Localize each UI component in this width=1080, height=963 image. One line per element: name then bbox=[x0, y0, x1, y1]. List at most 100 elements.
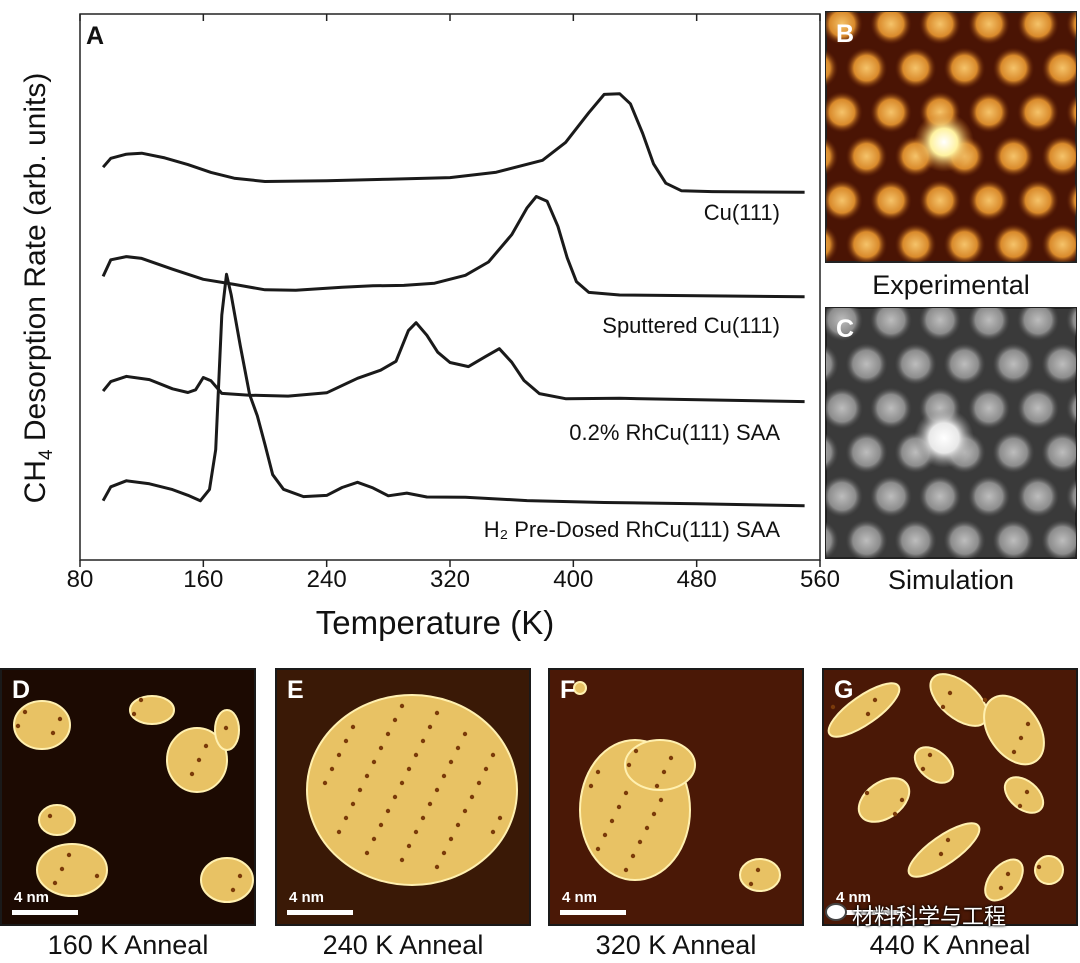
stm-vacancy bbox=[329, 766, 335, 772]
atom-spot bbox=[870, 179, 912, 222]
x-tick-label-1: 160 bbox=[183, 566, 224, 593]
stm-vacancy bbox=[1017, 803, 1023, 809]
stm-vacancy bbox=[920, 766, 926, 772]
stm-vacancy bbox=[138, 697, 144, 703]
atom-spot bbox=[826, 475, 863, 518]
stm-vacancy bbox=[595, 846, 601, 852]
stm-image-f: F 4 nm bbox=[548, 668, 804, 926]
stm-vacancy bbox=[420, 815, 426, 821]
atom-spot bbox=[944, 0, 986, 1]
caption-g: 440 K Anneal bbox=[869, 930, 1031, 960]
single-atom-spot bbox=[914, 408, 974, 468]
stm-vacancy bbox=[476, 780, 482, 786]
stm-vacancy bbox=[59, 866, 65, 872]
stm-vacancy bbox=[399, 780, 405, 786]
stm-island bbox=[913, 746, 955, 784]
stm-vacancy bbox=[371, 836, 377, 842]
atom-spot bbox=[845, 47, 888, 90]
series-label-sputtered: Sputtered Cu(111) bbox=[602, 313, 780, 338]
atom-spot bbox=[1017, 308, 1059, 341]
stm-vacancy bbox=[230, 887, 236, 893]
stm-vacancy bbox=[899, 797, 905, 803]
stm-vacancy bbox=[350, 801, 356, 807]
atom-spot bbox=[894, 47, 937, 90]
atom-spot bbox=[845, 343, 888, 386]
atom-spot bbox=[870, 12, 912, 45]
atom-spot bbox=[894, 519, 937, 558]
stm-island bbox=[200, 857, 254, 903]
atom-spot bbox=[1066, 308, 1076, 338]
y-axis-label-main: CH bbox=[19, 460, 52, 504]
series-label-rhcu-saa: 0.2% RhCu(111) SAA bbox=[569, 420, 780, 445]
stm-island bbox=[983, 694, 1045, 766]
stm-vacancy bbox=[223, 725, 229, 731]
stm-vacancy bbox=[637, 839, 643, 845]
stm-vacancy bbox=[1024, 789, 1030, 795]
stm-vacancy bbox=[588, 783, 594, 789]
stm-vacancy bbox=[595, 769, 601, 775]
atom-spot bbox=[1066, 182, 1076, 219]
atom-spot bbox=[826, 344, 839, 384]
scale-bar-label: 4 nm bbox=[289, 889, 325, 906]
scale-bar-label: 4 nm bbox=[14, 889, 50, 906]
stm-island bbox=[13, 700, 71, 750]
stm-vacancy bbox=[434, 864, 440, 870]
y-axis-label-rest: Desorption Rate (arb. units) bbox=[19, 72, 52, 450]
stm-vacancy bbox=[237, 873, 243, 879]
atom-spot bbox=[1042, 0, 1080, 1]
stm-vacancy bbox=[392, 717, 398, 723]
stm-island bbox=[624, 739, 696, 791]
stm-vacancy bbox=[371, 759, 377, 765]
panel-label-g: G bbox=[834, 676, 854, 704]
stm-island bbox=[38, 804, 76, 836]
stm-vacancy bbox=[864, 790, 870, 796]
stm-island bbox=[857, 777, 911, 823]
stm-vacancy bbox=[982, 697, 988, 703]
stm-vacancy bbox=[343, 815, 349, 821]
stm-vacancy bbox=[15, 723, 21, 729]
stm-vacancy bbox=[203, 743, 209, 749]
atom-spot bbox=[1041, 431, 1076, 474]
stm-vacancy bbox=[322, 780, 328, 786]
stm-vacancy bbox=[343, 738, 349, 744]
stm-vacancy bbox=[938, 851, 944, 857]
atom-spot bbox=[845, 431, 888, 474]
stm-vacancy bbox=[616, 804, 622, 810]
wechat-icon bbox=[825, 903, 847, 921]
atom-spot bbox=[943, 519, 986, 558]
atom-spot bbox=[919, 12, 961, 45]
atom-spot bbox=[772, 3, 814, 45]
atom-spot bbox=[992, 431, 1035, 474]
atom-spot bbox=[1066, 12, 1076, 42]
atom-spot bbox=[992, 47, 1035, 90]
stm-vacancy bbox=[998, 885, 1004, 891]
caption-simulation: Simulation bbox=[887, 565, 1015, 595]
atom-spot bbox=[1041, 519, 1076, 558]
y-axis-label: CH4 Desorption Rate (arb. units) bbox=[19, 53, 57, 523]
atom-spot bbox=[1017, 179, 1059, 222]
stm-vacancy bbox=[602, 832, 608, 838]
stm-vacancy bbox=[490, 752, 496, 758]
atom-spot bbox=[919, 308, 961, 341]
atom-spot bbox=[826, 12, 863, 45]
atom-spot bbox=[992, 343, 1035, 386]
stm-vacancy bbox=[336, 752, 342, 758]
x-tick-label-6: 560 bbox=[799, 566, 841, 593]
stm-vacancy bbox=[668, 755, 674, 761]
atom-spot bbox=[870, 91, 912, 134]
stm-vacancy bbox=[872, 697, 878, 703]
atom-spot bbox=[992, 135, 1035, 178]
atom-spot bbox=[845, 135, 888, 178]
x-tick-label-2: 240 bbox=[306, 566, 347, 593]
stm-vacancy bbox=[658, 797, 664, 803]
x-tick-label-3: 320 bbox=[429, 566, 471, 593]
stm-vacancy bbox=[830, 704, 836, 710]
stm-vacancy bbox=[385, 808, 391, 814]
atom-spot bbox=[826, 137, 839, 176]
atom-spot bbox=[968, 308, 1010, 341]
stm-island bbox=[129, 695, 175, 725]
stm-island bbox=[1034, 855, 1064, 885]
atom-spot bbox=[772, 475, 814, 517]
stm-vacancy bbox=[378, 822, 384, 828]
stm-vacancy bbox=[490, 829, 496, 835]
